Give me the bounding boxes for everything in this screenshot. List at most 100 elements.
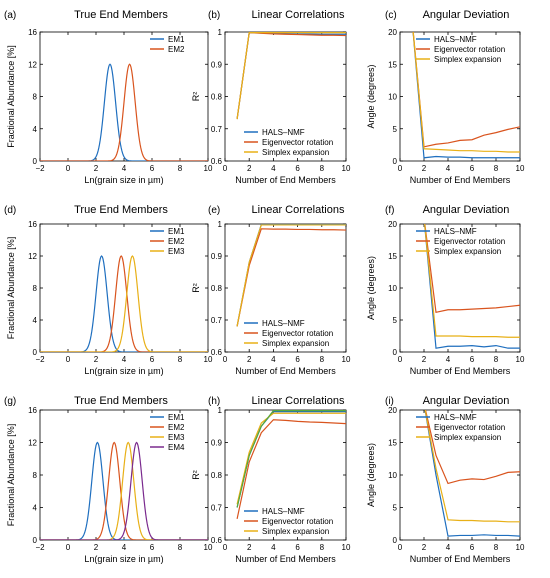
x-tick-label-a: 4: [122, 164, 127, 173]
legend-label-a: EM1: [168, 35, 185, 44]
y-tick-label-g: 0: [33, 536, 38, 545]
y-tick-label-b: 1: [218, 28, 223, 37]
x-tick-label-f: 4: [446, 355, 451, 364]
panel-title-a: True End Members: [74, 9, 168, 21]
series-line-c-eigenvector-rotation: [412, 32, 520, 148]
y-axis-label-h: R²: [191, 470, 201, 480]
panel-title-c: Angular Deviation: [423, 9, 510, 21]
x-tick-label-h: 10: [342, 543, 351, 552]
panel-letter-d: (d): [4, 205, 16, 216]
x-tick-label-b: 0: [223, 164, 228, 173]
series-layer-d: [40, 255, 208, 352]
series-layer-a: [40, 63, 208, 161]
y-tick-label-f: 5: [393, 316, 398, 325]
x-tick-label-g: 10: [204, 543, 213, 552]
series-line-g-em4: [40, 441, 208, 540]
series-layer-i: [424, 410, 520, 537]
y-tick-label-h: 0.6: [211, 536, 223, 545]
x-tick-label-a: 2: [94, 164, 99, 173]
y-axis-label-f: Angle (degrees): [366, 256, 376, 320]
x-tick-label-c: 2: [422, 164, 427, 173]
series-line-h-eigenvector-rotation: [236, 419, 346, 520]
series-line-d-em1: [40, 255, 208, 352]
y-tick-label-i: 5: [393, 504, 398, 513]
x-axis-label-i: Number of End Members: [410, 554, 511, 564]
legend-label-g: EM1: [168, 413, 185, 422]
y-tick-label-c: 10: [388, 93, 397, 102]
y-tick-label-g: 16: [28, 406, 37, 415]
x-axis-label-f: Number of End Members: [410, 366, 511, 376]
x-tick-label-d: 6: [150, 355, 155, 364]
x-tick-label-a: 8: [178, 164, 183, 173]
legend-label-b: HALS–NMF: [262, 128, 305, 137]
x-tick-label-i: 0: [398, 543, 403, 552]
y-tick-label-b: 0.6: [211, 157, 223, 166]
y-axis-label-d: Fractional Abundance [%]: [6, 237, 16, 340]
x-tick-label-a: 0: [66, 164, 71, 173]
y-tick-label-c: 5: [393, 125, 398, 134]
x-tick-label-h: 2: [247, 543, 252, 552]
y-axis-label-i: Angle (degrees): [366, 443, 376, 507]
x-tick-label-h: 8: [320, 543, 325, 552]
series-layer-h: [236, 410, 346, 520]
y-tick-label-b: 0.8: [211, 93, 223, 102]
y-axis-label-b: R²: [191, 92, 201, 102]
panel-title-g: True End Members: [74, 395, 168, 407]
x-tick-label-i: 10: [516, 543, 525, 552]
y-axis-label-c: Angle (degrees): [366, 64, 376, 128]
panel-letter-g: (g): [4, 396, 16, 407]
chart-f: 0 2 4 6 8 10 0 5 10 15 20 Number of End Members Angl…: [366, 220, 525, 376]
y-tick-label-a: 12: [28, 60, 37, 69]
x-tick-label-a: 6: [150, 164, 155, 173]
x-tick-label-g: 8: [178, 543, 183, 552]
x-axis-label-c: Number of End Members: [410, 175, 511, 185]
series-line-b-hals-nmf: [236, 32, 346, 120]
panel-letter-h: (h): [208, 396, 220, 407]
x-axis-label-h: Number of End Members: [235, 554, 336, 564]
x-tick-label-b: 10: [342, 164, 351, 173]
y-tick-label-e: 0.7: [211, 316, 223, 325]
series-line-g-em2: [40, 441, 208, 540]
y-tick-label-b: 0.9: [211, 60, 223, 69]
x-tick-label-i: 8: [494, 543, 499, 552]
series-line-c-simplex-expansion: [412, 32, 520, 153]
x-axis-label-d: Ln(grain size in µm): [84, 366, 163, 376]
y-tick-label-d: 12: [28, 252, 37, 261]
panel-letter-c: (c): [385, 10, 397, 21]
x-tick-label-f: 2: [422, 355, 427, 364]
x-tick-label-d: 4: [122, 355, 127, 364]
x-tick-label-e: 10: [342, 355, 351, 364]
y-tick-label-a: 0: [33, 157, 38, 166]
y-tick-label-a: 8: [33, 93, 38, 102]
y-tick-label-h: 1: [218, 406, 223, 415]
x-tick-label-g: −2: [35, 543, 45, 552]
legend-label-g: EM4: [168, 443, 185, 452]
legend-label-d: EM2: [168, 237, 185, 246]
x-tick-label-d: 8: [178, 355, 183, 364]
panel-letter-a: (a): [4, 10, 16, 21]
x-tick-label-a: −2: [35, 164, 45, 173]
series-layer-g: [40, 441, 208, 540]
x-tick-label-b: 2: [247, 164, 252, 173]
chart-i: 0 2 4 6 8 10 0 5 10 15 20 Number of End Members Angl…: [366, 406, 525, 564]
legend-label-i: HALS–NMF: [434, 413, 477, 422]
panel-title-f: Angular Deviation: [423, 204, 510, 216]
x-tick-label-a: 10: [204, 164, 213, 173]
series-line-e-eigenvector-rotation: [236, 228, 346, 327]
x-tick-label-e: 4: [271, 355, 276, 364]
panel-letter-b: (b): [208, 10, 220, 21]
series-layer-f: [423, 224, 520, 349]
x-axis-label-a: Ln(grain size in µm): [84, 175, 163, 185]
x-axis-label-e: Number of End Members: [235, 366, 336, 376]
y-tick-label-f: 20: [388, 220, 397, 229]
y-tick-label-d: 4: [33, 316, 38, 325]
series-line-c-hals-nmf: [412, 32, 520, 159]
panel-title-b: Linear Correlations: [252, 9, 345, 21]
y-axis-label-a: Fractional Abundance [%]: [6, 45, 16, 148]
legend-label-f: HALS–NMF: [434, 227, 477, 236]
y-tick-label-g: 8: [33, 471, 38, 480]
